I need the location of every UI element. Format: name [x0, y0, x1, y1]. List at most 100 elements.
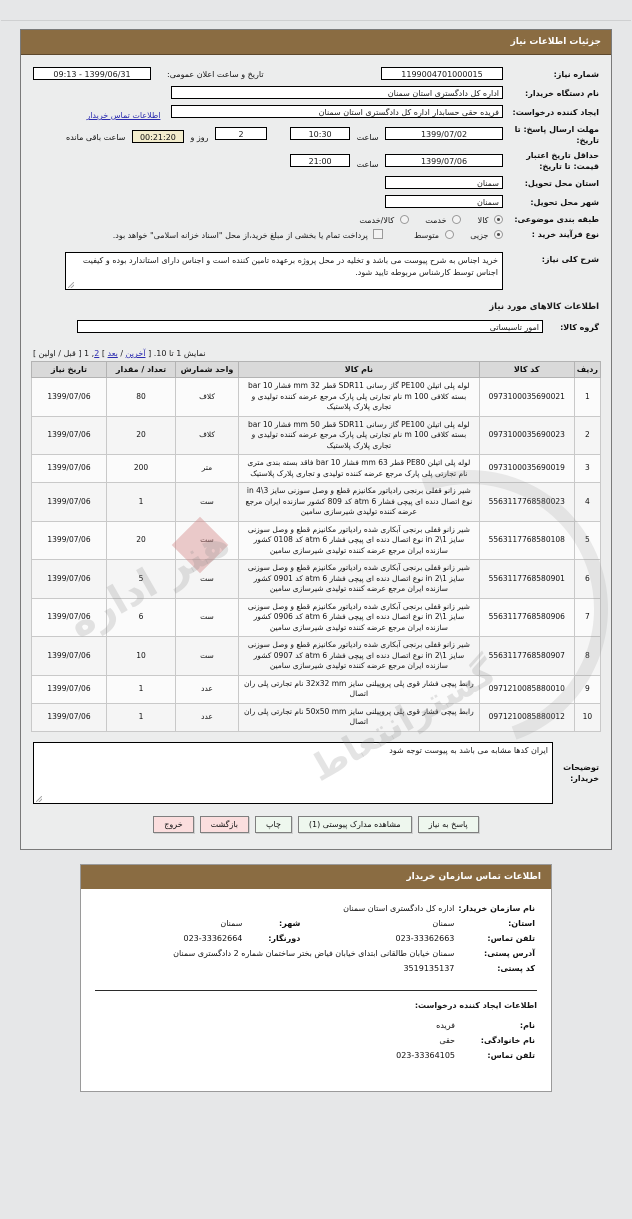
col-date: تاریخ نیاز [31, 361, 107, 378]
buyer-notes-textarea-wrap[interactable]: ایران کدها مشابه می باشد به پیوست توجه ش… [33, 741, 553, 804]
label-deadline: مهلت ارسال پاسخ: تا تاریخ: [514, 125, 599, 145]
paging-first-link[interactable]: اولین [38, 349, 56, 358]
cell-date: 1399/07/06 [31, 597, 107, 637]
contact-divider [95, 989, 537, 991]
cell-unit: عدد [175, 674, 239, 704]
summary-textarea[interactable]: خرید اجناس به شرح پیوست می باشد و تخلیه … [82, 256, 498, 277]
col-name: نام کالا [238, 361, 480, 378]
form-row-group: گروه کالا: امور تاسیساتی [31, 318, 601, 337]
top-spacer [0, 0, 632, 20]
action-button-5[interactable]: خروج [153, 815, 194, 833]
buyer-notes-textarea[interactable]: ایران کدها مشابه می باشد به پیوست توجه ش… [389, 745, 548, 755]
value-contact-postal: 3519135137 [403, 963, 455, 973]
requester-section-title: اطلاعات ایجاد کننده درخواست: [414, 1000, 537, 1010]
cell-name: لوله پلی اتیلن PE100 گاز رسانی SDR11 قطر… [238, 415, 480, 455]
paging-next-link[interactable]: بعد [107, 349, 118, 358]
paging-bracket-close-1: ] [101, 349, 105, 358]
cell-goods-group: امور تاسیساتی [31, 318, 545, 337]
cell-unit: ست [175, 520, 239, 560]
paging-bracket-open-2: [ [78, 349, 82, 358]
announce-date-input[interactable]: 1399/06/31 - 09:13 [33, 67, 151, 80]
buyer-org-input[interactable]: اداره کل دادگستری استان سمنان [171, 86, 503, 99]
cell-row: 8 [573, 636, 602, 676]
goods-table-body: 1 0973100035690021 لوله پلی اتیلن PE100 گا… [31, 377, 602, 732]
cell-code: 0973100035690021 [478, 377, 575, 417]
cell-validity: 1399/07/06 ساعت 21:00 [31, 148, 505, 174]
cell-row: 5 [573, 520, 602, 560]
need-form: شماره نیاز: 1199004701000015 تاریخ و ساع… [31, 65, 601, 242]
buyer-contact-link[interactable]: اطلاعات تماس خریدار [86, 111, 161, 120]
cell-qty: 6 [106, 597, 176, 637]
bottom-spacer [95, 1063, 537, 1081]
summary-textarea-wrap[interactable]: خرید اجناس به شرح پیوست می باشد و تخلیه … [65, 252, 503, 290]
label-requester: ایجاد کننده درخواست: [512, 108, 600, 117]
contact-row-postal: کد پستی: 3519135137 [95, 961, 537, 976]
cell-code: 0973100035690023 [478, 415, 575, 455]
radio-process-medium[interactable]: متوسط [414, 230, 454, 240]
radio-category-service[interactable]: خدمت [425, 214, 462, 225]
cell-date: 1399/07/06 [31, 702, 107, 732]
request-number-input[interactable]: 1199004701000015 [381, 67, 503, 80]
validity-time-input[interactable]: 21:00 [290, 153, 351, 167]
radio-category-goods-service[interactable]: کالا/خدمت [359, 214, 409, 225]
cell-summary: خرید اجناس به شرح پیوست می باشد و تخلیه … [31, 250, 505, 292]
checkbox-treasury[interactable]: پرداخت تمام یا بخشی از مبلغ خرید،از محل … [113, 229, 384, 240]
label-contact-fax: دورنگار: [268, 933, 301, 943]
requester-input[interactable]: فریده حقی حسابدار اداره کل دادگستری استا… [171, 105, 503, 118]
radio-icon-minor[interactable] [494, 230, 503, 239]
cell-qty: 5 [106, 559, 176, 599]
label-requester-phone: تلفن تماس: [487, 1050, 535, 1060]
radio-icon-goods[interactable] [494, 214, 503, 224]
value-contact-address: سمنان خیابان طالقانی ابتدای خیابان فیاض … [173, 948, 455, 958]
action-button-1[interactable]: پاسخ به نیاز [417, 815, 479, 833]
cell-buyer-notes: ایران کدها مشابه می باشد به پیوست توجه ش… [31, 740, 555, 806]
top-hairline [1, 20, 631, 21]
cell-name: شیر زانو قفلی برنجی آبکاری شده رادیاتور … [238, 520, 480, 560]
value-contact-city: سمنان [220, 918, 243, 928]
cell-requester: فریده حقی حسابدار اداره کل دادگستری استا… [31, 103, 505, 122]
value-contact-fax: 023-33362664 [183, 933, 243, 943]
cell-date: 1399/07/06 [31, 454, 107, 483]
radio-icon-service[interactable] [452, 214, 462, 224]
contact-row-phone-fax: تلفن تماس: 023-33362663 دورنگار: 023-333… [95, 931, 537, 946]
cell-name: لوله پلی اتیلن PE100 گاز رسانی SDR11 قطر… [238, 377, 480, 417]
paging-last-link[interactable]: آخرین [125, 349, 146, 358]
province-input[interactable]: سمنان [385, 176, 503, 189]
label-province: استان محل تحویل: [524, 179, 599, 188]
goods-group-input[interactable]: امور تاسیساتی [77, 320, 543, 333]
action-button-4[interactable]: بازگشت [199, 815, 249, 833]
remaining-days-input[interactable]: 2 [215, 127, 268, 140]
form-row-summary: شرح کلی نیاز: خرید اجناس به شرح پیوست می… [31, 250, 601, 292]
action-button-2[interactable]: مشاهده مدارک پیوستی (1) [297, 815, 412, 833]
cell-date: 1399/07/06 [31, 636, 107, 676]
paging-prev-link[interactable]: قبل [63, 349, 76, 358]
value-requester-first-name: فریده [436, 1020, 455, 1030]
paging-page-2[interactable]: 2 [94, 349, 100, 358]
deadline-date-input[interactable]: 1399/07/02 [385, 127, 503, 140]
radio-label-service: خدمت [425, 215, 447, 225]
col-unit: واحد شمارش [175, 361, 239, 378]
cell-code: 5563117768580906 [478, 597, 575, 637]
city-input[interactable]: سمنان [385, 195, 503, 208]
resize-grip-icon-notes[interactable] [36, 795, 42, 802]
cell-unit: متر [175, 454, 239, 483]
action-button-3[interactable]: چاپ [254, 815, 292, 833]
cell-qty: 1 [106, 674, 176, 704]
radio-icon-goods-service[interactable] [399, 214, 409, 224]
validity-date-input[interactable]: 1399/07/06 [385, 153, 503, 167]
checkbox-icon-treasury[interactable] [373, 229, 384, 239]
col-qty: تعداد / مقدار [106, 361, 176, 378]
cell-qty: 10 [106, 636, 176, 676]
contact-card-title: اطلاعات تماس سازمان خریدار [81, 864, 551, 889]
group-block: گروه کالا: امور تاسیساتی [31, 318, 601, 337]
cell-date: 1399/07/06 [31, 674, 107, 704]
radio-icon-medium[interactable] [444, 230, 454, 239]
label-remaining-days: روز و [190, 133, 209, 142]
label-requester-first-name: نام: [519, 1020, 535, 1030]
radio-process-minor[interactable]: جزیی [470, 230, 503, 240]
resize-grip-icon[interactable] [68, 282, 74, 288]
contact-table: نام سازمان خریدار: اداره کل دادگستری است… [95, 901, 537, 976]
deadline-time-input[interactable]: 10:30 [290, 127, 351, 140]
radio-category-goods[interactable]: کالا [478, 214, 503, 225]
label-contact-phone: تلفن تماس: [487, 933, 535, 943]
